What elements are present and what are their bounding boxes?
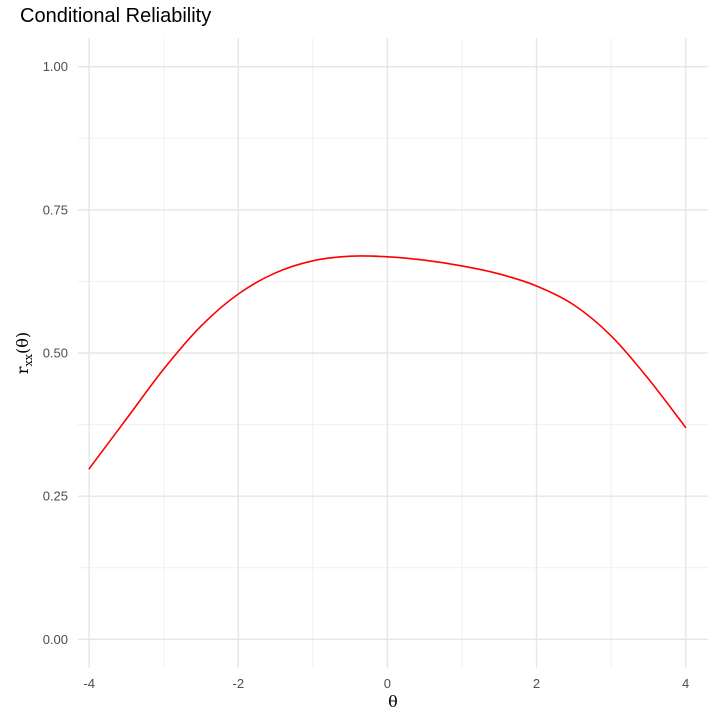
major-gridlines [78,38,708,668]
x-axis-tick-labels: -4 -2 0 2 4 [83,676,689,691]
series-layer [88,255,687,470]
x-tick-label: -4 [83,676,95,691]
y-axis-title: rxx(θ) [13,332,35,374]
y-tick-label: 0.50 [43,346,68,361]
y-tick-label: 0.75 [43,202,68,217]
y-axis-title-subscript: xx [22,353,35,366]
x-tick-label: 0 [384,676,391,691]
y-tick-label: 0.00 [43,632,68,647]
x-tick-label: -2 [233,676,245,691]
reliability-curve [88,255,687,470]
y-tick-label: 1.00 [43,59,68,74]
chart-title: Conditional Reliability [20,5,212,27]
x-tick-label: 2 [533,676,540,691]
y-tick-label: 0.25 [43,489,68,504]
y-axis-title-suffix: (θ) [13,332,32,354]
x-tick-label: 4 [682,676,689,691]
y-axis-tick-labels: 0.00 0.25 0.50 0.75 1.00 [43,59,68,647]
y-axis-title-main: r [13,366,32,374]
x-axis-title: θ [388,692,398,711]
